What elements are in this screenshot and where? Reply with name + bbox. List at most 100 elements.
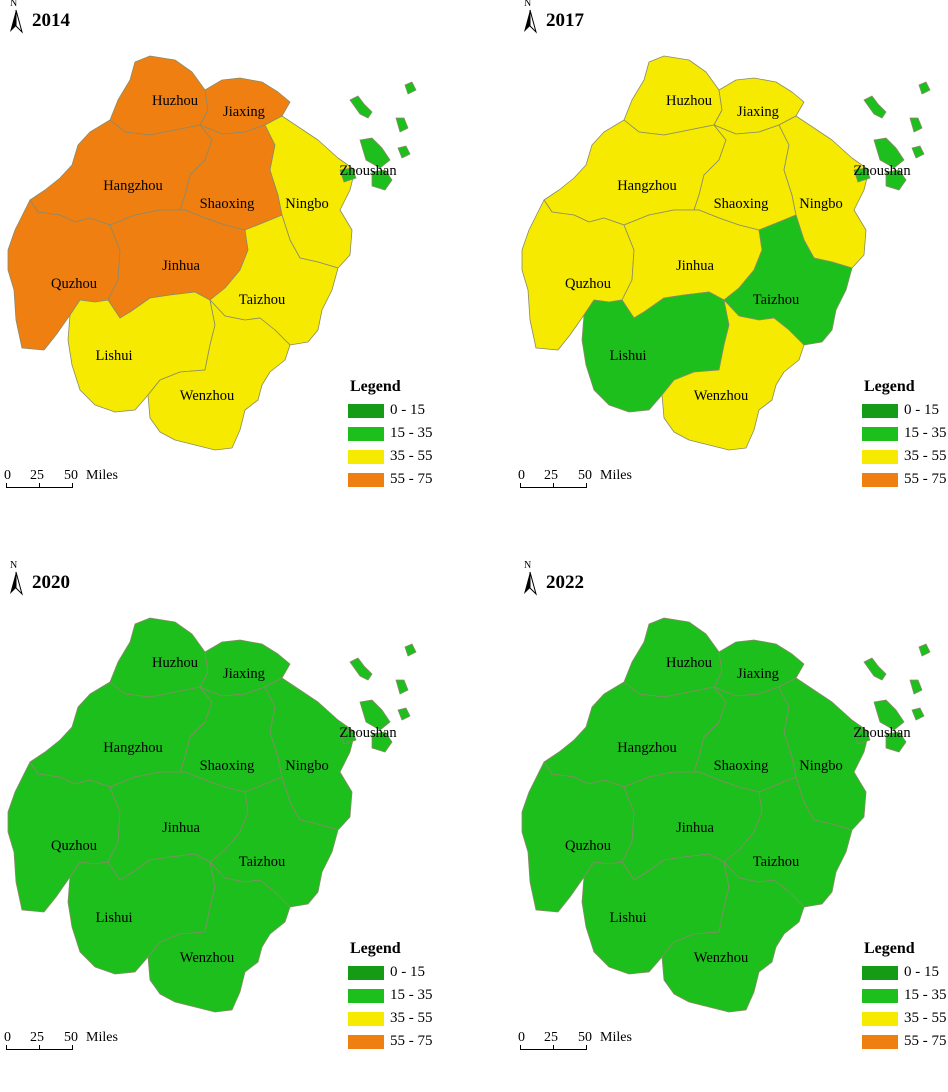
legend-swatch: [862, 403, 898, 418]
map-panel-2020: Huzhou Jiaxing Hangzhou Shaoxing Ningbo …: [0, 560, 474, 1092]
legend: Legend 0 - 15 15 - 35 35 - 55 55 - 75: [348, 940, 433, 1053]
legend-item: 35 - 55: [862, 1007, 947, 1030]
legend-title: Legend: [350, 940, 401, 957]
legend-swatch: [862, 1011, 898, 1026]
label-huzhou: Huzhou: [152, 93, 198, 109]
label-hangzhou: Hangzhou: [103, 178, 163, 194]
scale-tick-50: 50: [578, 468, 592, 483]
year-title: 2022: [546, 572, 584, 593]
legend-swatch: [862, 1034, 898, 1049]
region-taizhou: [209, 776, 339, 908]
map-panel-2014: Huzhou Jiaxing Hangzhou Shaoxing Ningbo …: [0, 0, 474, 530]
legend-swatch: [348, 426, 384, 441]
label-jiaxing: Jiaxing: [737, 666, 779, 682]
legend-item: 15 - 35: [348, 422, 433, 445]
label-hangzhou: Hangzhou: [617, 178, 677, 194]
legend-swatch: [348, 988, 384, 1003]
legend-title: Legend: [350, 378, 401, 395]
legend-item: 55 - 75: [862, 468, 947, 491]
scale-tick-25: 25: [544, 468, 558, 483]
legend: Legend 0 - 15 15 - 35 35 - 55 55 - 75: [862, 940, 947, 1053]
map-panel-2022: Huzhou Jiaxing Hangzhou Shaoxing Ningbo …: [514, 560, 948, 1092]
region-taizhou: [209, 214, 339, 346]
legend-item: 15 - 35: [862, 984, 947, 1007]
legend-item: 35 - 55: [348, 445, 433, 468]
north-arrow-icon: N: [520, 0, 540, 34]
region-zhoushan: [339, 643, 417, 753]
legend-swatch: [862, 426, 898, 441]
legend-item: 0 - 15: [348, 399, 433, 422]
label-quzhou: Quzhou: [565, 276, 611, 292]
label-taizhou: Taizhou: [753, 292, 800, 308]
legend-label: 35 - 55: [904, 1010, 947, 1026]
label-hangzhou: Hangzhou: [617, 740, 677, 756]
legend-swatch: [348, 965, 384, 980]
label-zhoushan: Zhoushan: [853, 163, 911, 179]
label-huzhou: Huzhou: [666, 93, 712, 109]
legend-title: Legend: [864, 940, 915, 957]
scale-tick-50: 50: [64, 1030, 78, 1045]
legend-swatch: [862, 472, 898, 487]
legend-swatch: [348, 472, 384, 487]
label-zhoushan: Zhoushan: [339, 725, 397, 741]
scale-tick-25: 25: [30, 468, 44, 483]
legend-label: 55 - 75: [904, 471, 947, 487]
label-taizhou: Taizhou: [753, 854, 800, 870]
legend-label: 0 - 15: [390, 402, 425, 418]
legend-swatch: [348, 403, 384, 418]
legend-item: 35 - 55: [862, 445, 947, 468]
scale-bar: 0 25 50 Miles: [2, 468, 132, 492]
legend-item: 0 - 15: [348, 961, 433, 984]
legend-label: 0 - 15: [904, 964, 939, 980]
label-ningbo: Ningbo: [799, 758, 843, 774]
legend-label: 0 - 15: [904, 402, 939, 418]
label-lishui: Lishui: [609, 348, 646, 364]
label-shaoxing: Shaoxing: [200, 196, 255, 212]
label-jinhua: Jinhua: [676, 820, 714, 836]
region-ningbo: [264, 115, 356, 269]
label-shaoxing: Shaoxing: [714, 758, 769, 774]
region-zhoushan: [853, 81, 931, 191]
legend: Legend 0 - 15 15 - 35 35 - 55 55 - 75: [348, 378, 433, 491]
year-title: 2017: [546, 10, 584, 31]
label-wenzhou: Wenzhou: [694, 388, 748, 404]
label-jiaxing: Jiaxing: [223, 666, 265, 682]
legend-label: 55 - 75: [390, 1033, 433, 1049]
label-shaoxing: Shaoxing: [714, 196, 769, 212]
north-arrow-icon: N: [6, 560, 26, 596]
legend-swatch: [348, 1034, 384, 1049]
label-shaoxing: Shaoxing: [200, 758, 255, 774]
legend-label: 35 - 55: [390, 1010, 433, 1026]
scale-tick-0: 0: [518, 1030, 525, 1045]
legend-label: 15 - 35: [390, 425, 433, 441]
choropleth-map: Huzhou Jiaxing Hangzhou Shaoxing Ningbo …: [521, 55, 931, 451]
legend-swatch: [348, 1011, 384, 1026]
label-quzhou: Quzhou: [51, 276, 97, 292]
label-taizhou: Taizhou: [239, 854, 286, 870]
choropleth-map: Huzhou Jiaxing Hangzhou Shaoxing Ningbo …: [7, 617, 417, 1013]
map-panel-2017: Huzhou Jiaxing Hangzhou Shaoxing Ningbo …: [514, 0, 948, 530]
label-lishui: Lishui: [95, 910, 132, 926]
scale-tick-50: 50: [64, 468, 78, 483]
region-wenzhou: [147, 299, 291, 451]
legend-item: 0 - 15: [862, 961, 947, 984]
region-taizhou: [723, 214, 853, 346]
region-zhoushan: [339, 81, 417, 191]
choropleth-map: Huzhou Jiaxing Hangzhou Shaoxing Ningbo …: [521, 617, 931, 1013]
region-ningbo: [778, 115, 870, 269]
scale-tick-25: 25: [30, 1030, 44, 1045]
year-title: 2020: [32, 572, 70, 593]
label-jinhua: Jinhua: [162, 258, 200, 274]
label-ningbo: Ningbo: [285, 196, 329, 212]
legend-item: 0 - 15: [862, 399, 947, 422]
label-quzhou: Quzhou: [51, 838, 97, 854]
label-jinhua: Jinhua: [676, 258, 714, 274]
legend-label: 0 - 15: [390, 964, 425, 980]
scale-tick-25: 25: [544, 1030, 558, 1045]
legend-title: Legend: [864, 378, 915, 395]
scale-bar: 0 25 50 Miles: [516, 1030, 646, 1054]
scale-unit: Miles: [600, 1030, 632, 1045]
label-huzhou: Huzhou: [152, 655, 198, 671]
region-taizhou: [723, 776, 853, 908]
legend-label: 55 - 75: [390, 471, 433, 487]
